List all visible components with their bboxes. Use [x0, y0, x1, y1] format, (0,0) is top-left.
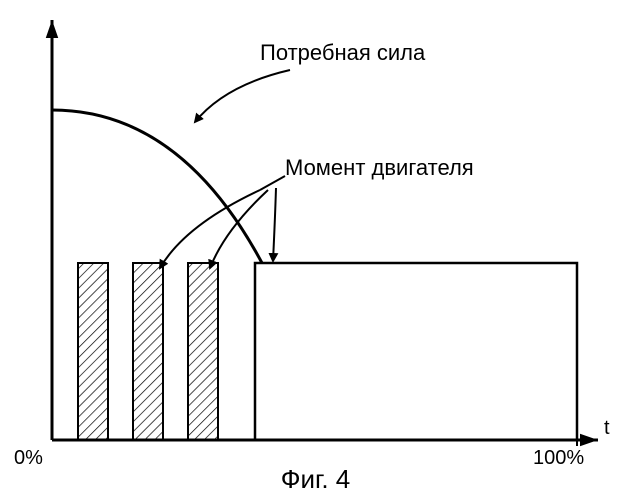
x-axis-zero-label: 0% — [14, 447, 43, 469]
required-force-label: Потребная сила — [260, 40, 426, 65]
required-force-curve — [52, 110, 262, 263]
engine-torque-step — [255, 263, 577, 440]
engine-torque-leader-3 — [273, 188, 276, 261]
engine-torque-bar-1 — [78, 263, 108, 440]
engine-torque-leader-1 — [160, 190, 260, 268]
engine-torque-bar-3 — [188, 263, 218, 440]
engine-torque-bar-2 — [133, 263, 163, 440]
figure-caption: Фиг. 4 — [281, 464, 351, 494]
engine-torque-leader-tail — [260, 176, 285, 190]
required-force-leader — [195, 70, 290, 122]
x-axis-full-label: 100% — [533, 447, 584, 469]
engine-torque-label: Момент двигателя — [285, 155, 474, 180]
x-axis-name: t — [604, 417, 610, 439]
